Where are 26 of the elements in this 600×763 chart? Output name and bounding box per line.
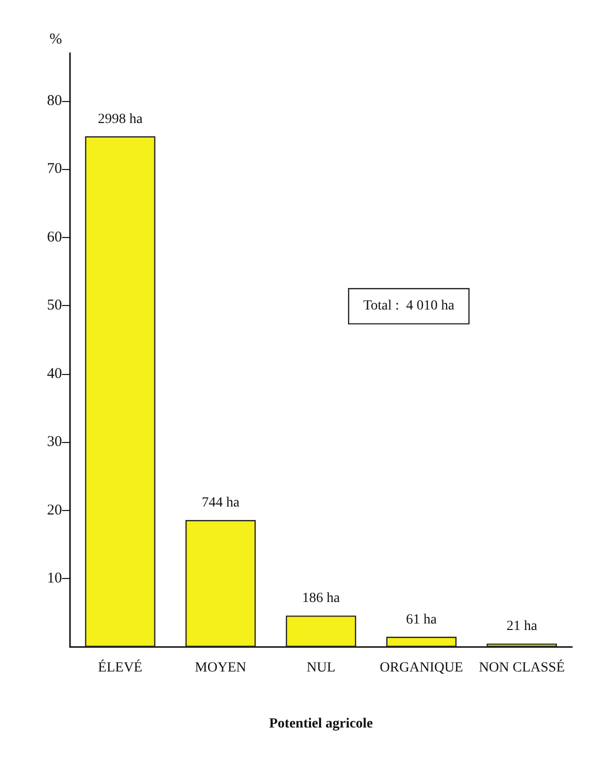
annotation: 2998 ha: [98, 112, 144, 127]
annotation: 186 ha: [302, 591, 341, 606]
y-tick-label: 60: [47, 229, 62, 246]
annotation: Total : 4 010 ha: [363, 298, 456, 314]
y-tick-label: 20: [47, 502, 62, 518]
x-tick-label: NUL: [306, 660, 336, 676]
y-tick-label: 80: [47, 92, 62, 109]
x-tick-label: MOYEN: [194, 660, 246, 676]
bar: [85, 136, 156, 647]
bar: [386, 636, 457, 647]
y-tick-label: 40: [47, 366, 62, 382]
y-tick-label: 10: [47, 570, 62, 587]
x-axis-title: Potentiel agricole: [269, 716, 373, 732]
y-tick-label: 70: [47, 161, 62, 178]
bar: [185, 520, 256, 647]
y-tick-label: 50: [47, 298, 62, 314]
x-tick-label: ÉLEVÉ: [98, 658, 142, 676]
annotation: 21 ha: [506, 619, 538, 634]
bar: [286, 616, 356, 647]
annotation: 744 ha: [202, 496, 240, 511]
x-tick-label: ORGANIQUE: [380, 660, 464, 676]
annotation: 61 ha: [406, 612, 438, 628]
y-axis-title: %: [50, 32, 62, 48]
y-tick-label: 30: [47, 434, 62, 450]
bar: [486, 644, 557, 647]
x-tick-label: NON CLASSÉ: [478, 658, 565, 676]
